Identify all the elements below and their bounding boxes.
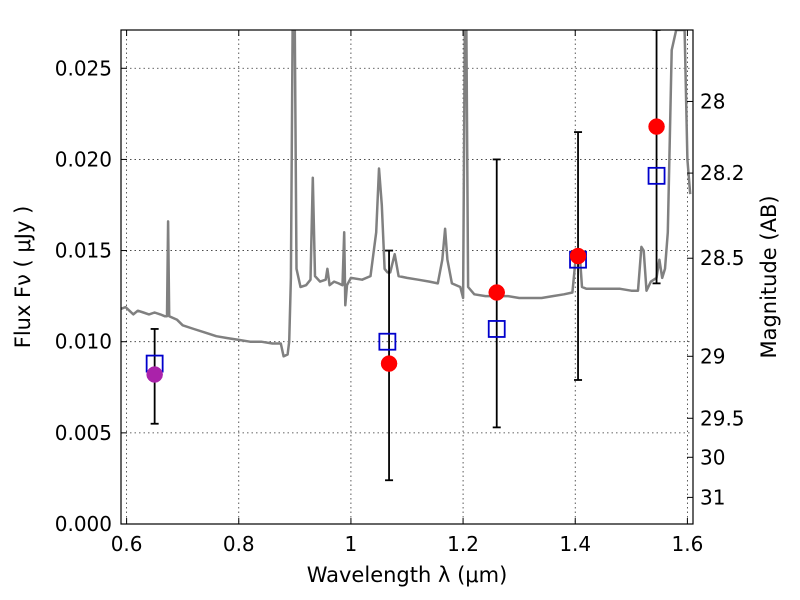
x-tick-label: 1.4 <box>559 532 591 556</box>
x-tick-label: 1.6 <box>671 532 703 556</box>
y2-tick-label: 28 <box>700 89 725 113</box>
y2-tick-label: 28.5 <box>700 246 745 270</box>
x-tick-label: 1 <box>345 532 358 556</box>
y2-tick-label: 29 <box>700 344 725 368</box>
y-tick-label: 0.015 <box>55 239 112 263</box>
y2-tick-label: 28.2 <box>700 161 745 185</box>
red-point <box>488 284 505 301</box>
series-layer <box>121 30 692 482</box>
y-tick-label: 0.020 <box>55 147 112 171</box>
red-point <box>648 118 665 135</box>
x-tick-label: 0.8 <box>223 532 255 556</box>
square-marker <box>378 332 397 351</box>
x-axis-label: Wavelength λ (μm) <box>307 563 508 587</box>
y-tick-label: 0.005 <box>55 421 112 445</box>
red-point <box>380 355 398 372</box>
y-tick-label: 0.000 <box>55 512 112 536</box>
y-axis-label: Flux Fν ( μJy ) <box>11 206 35 349</box>
magenta-point <box>146 366 163 383</box>
y2-tick-label: 31 <box>700 485 725 509</box>
x-tick-label: 1.2 <box>447 532 479 556</box>
square-marker <box>487 320 506 338</box>
ticks: 0.6 0.8 1 1.2 1.4 1.6 0.000 0.005 0.010 0.015 0.02… <box>55 30 745 556</box>
y2-tick-label: 30 <box>700 445 725 469</box>
square-marker <box>647 166 666 185</box>
red-point <box>569 247 587 265</box>
y2-axis-label: Magnitude (AB) <box>757 195 781 358</box>
y2-tick-label: 29.5 <box>700 406 745 430</box>
plot-frame <box>120 29 694 525</box>
x-tick-label: 0.6 <box>111 532 143 556</box>
y-tick-label: 0.025 <box>55 56 112 80</box>
spectrum-line <box>121 30 692 358</box>
y-tick-label: 0.010 <box>55 330 112 354</box>
